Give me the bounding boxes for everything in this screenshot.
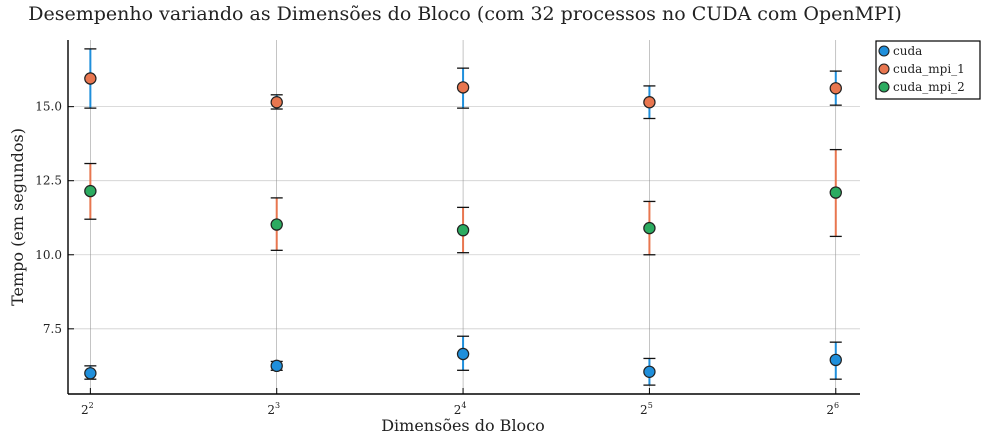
data-point-cuda_mpi_2 <box>270 218 283 231</box>
data-point-cuda_mpi_2 <box>456 223 470 237</box>
legend-marker <box>878 81 890 93</box>
legend-label: cuda <box>893 44 922 58</box>
y-tick-labels: 7.5 10.0 12.5 15.0 <box>35 100 74 336</box>
legend-label: cuda_mpi_2 <box>893 80 965 94</box>
y-axis-label: Tempo (em segundos) <box>8 128 27 306</box>
data-point-cuda <box>84 367 97 380</box>
data-point-cuda_mpi_1 <box>270 96 283 109</box>
data-point-cuda <box>456 347 470 361</box>
legend-box <box>875 40 981 100</box>
x-axis-label: Dimensões do Bloco <box>381 416 545 435</box>
data-point-cuda_mpi_2 <box>829 186 842 199</box>
y-tick-label: 15.0 <box>35 100 62 114</box>
legend-marker <box>878 45 890 57</box>
legend-marker <box>878 63 890 75</box>
x-tick-label: 26 <box>826 401 839 417</box>
data-point-cuda_mpi_1 <box>84 72 97 85</box>
data-points <box>84 72 842 380</box>
data-point-cuda_mpi_2 <box>643 221 656 235</box>
x-tick-label: 23 <box>267 401 280 417</box>
x-tick-label: 25 <box>640 401 653 417</box>
data-point-cuda <box>270 359 283 373</box>
data-point-cuda_mpi_2 <box>84 184 97 198</box>
legend: cuda cuda_mpi_1 cuda_mpi_2 <box>875 40 981 100</box>
data-point-cuda_mpi_1 <box>643 96 656 109</box>
x-tick-labels: 22 23 24 25 26 <box>81 388 839 417</box>
x-tick-label: 24 <box>454 401 467 417</box>
y-tick-label: 10.0 <box>35 248 62 262</box>
x-tick-label: 22 <box>81 401 94 417</box>
axes <box>67 40 860 395</box>
chart-title: Desempenho variando as Dimensões do Bloc… <box>28 3 902 25</box>
data-point-cuda_mpi_1 <box>829 82 842 95</box>
y-tick-label: 7.5 <box>43 322 62 336</box>
data-point-cuda_mpi_1 <box>456 81 470 94</box>
y-tick-label: 12.5 <box>35 174 62 188</box>
legend-label: cuda_mpi_1 <box>893 62 965 76</box>
data-point-cuda <box>829 353 842 367</box>
data-point-cuda <box>643 365 656 378</box>
